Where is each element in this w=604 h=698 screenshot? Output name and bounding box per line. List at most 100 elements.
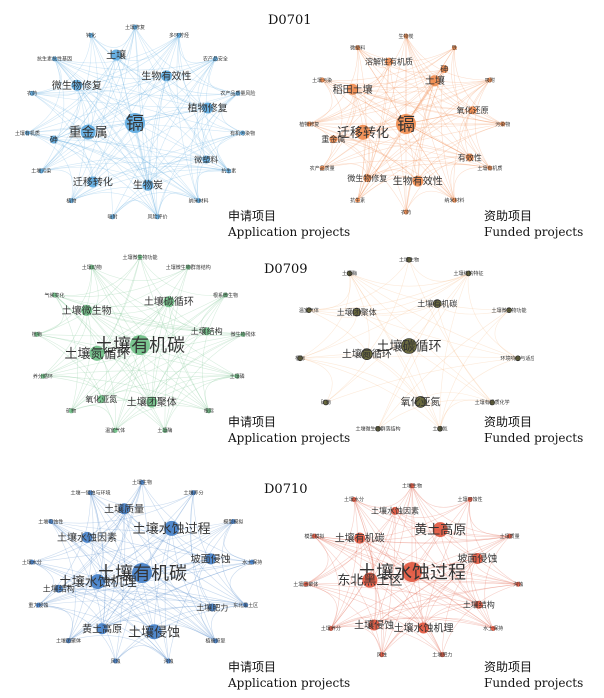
edge (31, 482, 143, 563)
edge (305, 583, 443, 655)
keyword-label: 土壤微生物群落结构 (166, 264, 211, 271)
edge (147, 35, 180, 186)
keyword-label: 模型模拟 (304, 533, 324, 540)
keyword-label: 土壤生物 (402, 483, 422, 490)
keyword-label: 水土保持 (242, 559, 262, 566)
keyword-node (451, 45, 457, 51)
edge (333, 61, 390, 140)
edge (134, 26, 229, 172)
edge (151, 334, 244, 403)
network-d0710-funded: 土壤生物土壤可蚀性土壤质量沟蚀水土保持土壤肥力风蚀土壤养分土壤团聚体模型模拟土壤… (293, 483, 523, 659)
edge (88, 93, 239, 133)
edge (71, 192, 158, 218)
keyword-node (319, 165, 325, 171)
keyword-label: 重金属 (321, 134, 345, 144)
edge (54, 58, 167, 80)
edge (411, 485, 480, 606)
edge (54, 58, 149, 186)
keyword-label: 土壤水蚀机理 (59, 574, 137, 590)
edge (367, 109, 473, 179)
keyword-label: 砷 (50, 134, 58, 144)
keyword-label: 微生物修复 (347, 173, 387, 183)
keyword-label: 农产品质量 (310, 165, 335, 172)
keyword-node (160, 70, 172, 82)
keyword-label: 土壤有机碳 (335, 532, 385, 545)
keyword-node (487, 77, 493, 83)
keyword-node (368, 619, 380, 631)
edge (314, 535, 479, 606)
edge (32, 58, 216, 94)
edge (101, 266, 189, 400)
edge (27, 132, 199, 201)
edge (357, 47, 455, 62)
edge (199, 558, 213, 608)
edge (439, 309, 510, 429)
edge (31, 561, 169, 662)
keyword-node (112, 658, 118, 664)
keyword-node (347, 83, 359, 95)
edge (97, 528, 172, 582)
edge (27, 132, 73, 201)
keyword-node (34, 331, 40, 337)
edge (333, 138, 470, 158)
edge (322, 79, 503, 125)
keyword-label: 土壤氮循环 (342, 348, 392, 361)
edge (86, 310, 166, 431)
keyword-node (49, 135, 58, 144)
keyword-label: 沟蚀 (164, 658, 174, 665)
edge (38, 604, 116, 662)
keyword-label: 根际 (295, 355, 305, 362)
edge (53, 139, 207, 160)
keyword-node (163, 296, 175, 308)
edge (101, 508, 125, 629)
keyword-label: 土壤结构 (43, 584, 75, 594)
edge (356, 273, 469, 313)
edge (38, 492, 91, 606)
keyword-node (465, 153, 474, 162)
edge (423, 499, 471, 628)
keyword-label: 土壤水分 (22, 559, 42, 566)
edge (96, 256, 141, 354)
edge (36, 334, 102, 400)
keyword-node (391, 506, 400, 515)
edge (147, 158, 207, 186)
keyword-node (222, 292, 228, 298)
edge (309, 61, 390, 125)
edge (190, 107, 208, 201)
edge (54, 58, 158, 217)
edge (164, 266, 189, 431)
keyword-node (412, 175, 424, 187)
keyword-label: 土壤污染 (31, 168, 51, 175)
keyword-label: 微生物残体 (231, 331, 256, 338)
edge (377, 303, 438, 429)
edge (451, 47, 473, 111)
edge (305, 510, 396, 585)
edge (204, 375, 238, 411)
edge (405, 35, 503, 125)
keyword-node (185, 264, 191, 270)
keyword-node (142, 179, 154, 191)
edge (42, 375, 209, 412)
edge (314, 535, 383, 655)
edge (31, 521, 234, 563)
edge (97, 581, 246, 606)
edge (115, 54, 208, 109)
edge (147, 166, 229, 186)
edge (299, 273, 351, 359)
keyword-label: 土壤生物 (399, 257, 419, 264)
edge (50, 492, 194, 524)
edge (450, 157, 470, 201)
keyword-node (352, 307, 362, 317)
keyword-node (234, 373, 240, 379)
keyword-label: 迁移转化 (73, 175, 113, 188)
edge (134, 26, 243, 134)
edge (31, 561, 155, 633)
keyword-node (48, 519, 54, 525)
keyword-node (240, 331, 246, 337)
edge (97, 492, 194, 582)
keyword-node (432, 522, 448, 538)
edge (308, 273, 351, 311)
keyword-label: 微塑料 (350, 45, 365, 52)
edge (70, 310, 92, 412)
edge (41, 35, 180, 172)
